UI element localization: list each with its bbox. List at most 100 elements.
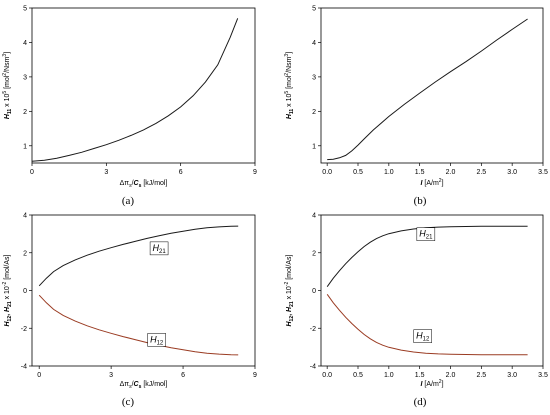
x-label-unit: [A/m	[422, 180, 439, 187]
y-label-sep: ,	[286, 312, 293, 316]
x-tick-label: 0.0	[322, 372, 332, 379]
y-label-sup: 5	[284, 91, 290, 94]
y-tick-label: 0	[23, 288, 27, 295]
y-tick-label: 2	[23, 250, 27, 257]
y-label-unit-b: /Nsm	[4, 56, 11, 73]
y-label-rest: x 10	[4, 286, 11, 301]
x-tick-label: 2.0	[446, 169, 456, 176]
x-label-var: C	[134, 180, 140, 187]
plot-frame	[31, 214, 256, 367]
y-label-sub2: 21	[289, 301, 295, 307]
y-label-var2: H	[286, 306, 293, 312]
annotation-sub: 21	[426, 235, 433, 241]
x-tick-label: 9	[253, 169, 257, 176]
y-label-sup: -2	[2, 282, 8, 287]
y-axis-label: H11 x 105 [mol2/Nsm3]	[2, 52, 13, 119]
x-label-var: I	[420, 180, 423, 187]
annotation-var: H	[416, 331, 423, 341]
y-label-sup: 5	[2, 91, 8, 94]
x-tick-label: 3.5	[538, 372, 548, 379]
x-tick-label: 1.5	[415, 169, 425, 176]
y-label-unit: [mol/As]	[4, 254, 11, 281]
y-axis-label: H12, H21 x 10-2 [mol/As]	[2, 254, 13, 326]
x-label-pre: Δπ	[120, 381, 130, 388]
x-label-sub2: s	[139, 183, 142, 189]
y-tick-label: -2	[21, 326, 27, 333]
panel-caption: (c)	[122, 396, 135, 408]
y-label-unit-sup2: 3	[284, 54, 290, 57]
series-line-2	[38, 294, 239, 356]
panel-caption: (a)	[122, 195, 135, 207]
x-axis-label: I [A/m2]	[420, 178, 443, 187]
y-label-unit-c: ]	[4, 52, 11, 54]
y-tick-label: -2	[310, 326, 316, 333]
x-tick-label: 0.5	[353, 372, 363, 379]
x-tick-label: 1.5	[415, 372, 425, 379]
y-label-unit: [mol	[286, 75, 293, 91]
x-tick-label: 3	[104, 169, 108, 176]
x-axis-label: Δπs/Cs [kJ/mol]	[120, 381, 168, 390]
y-tick-label: 1	[23, 143, 27, 150]
y-axis-label: H12, H21 x 10-2 [mol/As]	[284, 254, 295, 326]
panel-caption: (d)	[414, 396, 427, 408]
y-label-rest: x 10	[286, 94, 293, 109]
y-label-sub: 11	[289, 109, 295, 115]
y-tick-label: 5	[312, 6, 316, 13]
x-tick-label: 3	[109, 372, 113, 379]
series-line-1	[31, 18, 239, 162]
annotation-box	[147, 333, 166, 347]
series-line-1	[38, 225, 239, 287]
x-tick-label: 3.0	[507, 372, 517, 379]
y-tick-label: 5	[23, 6, 27, 13]
panel-caption: (b)	[414, 195, 427, 207]
series-line-1	[326, 225, 528, 287]
x-label-end: ]	[442, 180, 444, 187]
x-tick-label: 9	[253, 372, 257, 379]
y-label-unit-sup: 2	[284, 73, 290, 76]
y-label-sup: -2	[284, 282, 290, 287]
x-tick-label: 2.5	[476, 372, 486, 379]
y-label-sep: ,	[4, 312, 11, 316]
y-label-var: H	[286, 113, 293, 119]
y-tick-label: 2	[23, 109, 27, 116]
y-label-unit: [mol	[4, 75, 11, 91]
x-label-end: ]	[442, 381, 444, 388]
y-label-unit-b: /Nsm	[286, 56, 293, 73]
annotation-sub: 12	[423, 337, 430, 343]
x-label-var: I	[420, 381, 423, 388]
x-label-unit: [A/m	[422, 381, 439, 388]
y-tick-label: -4	[21, 364, 27, 371]
y-label-sub: 12	[289, 316, 295, 322]
x-tick-label: 2.0	[446, 372, 456, 379]
x-axis-label: Δπs/Cs [kJ/mol]	[120, 180, 168, 189]
annotation-var: H	[419, 229, 426, 239]
annotation-sub: 12	[157, 340, 164, 346]
x-label-unit: [kJ/mol]	[141, 381, 167, 388]
annotation-var: H	[150, 334, 157, 344]
y-label-unit-sup2: 3	[2, 54, 8, 57]
y-tick-label: 2	[312, 250, 316, 257]
x-label-var: C	[134, 381, 140, 388]
y-tick-label: 0	[312, 288, 316, 295]
y-label-sub: 11	[7, 109, 13, 115]
series-line-2	[326, 294, 528, 356]
annotation-label: H12	[416, 331, 430, 343]
y-tick-label: -4	[310, 364, 316, 371]
y-label-rest: x 10	[286, 286, 293, 301]
x-label-sub: s	[129, 183, 132, 189]
x-label-pre: Δπ	[120, 180, 130, 187]
y-tick-label: 4	[23, 213, 27, 220]
x-label-sep: /	[132, 381, 134, 388]
x-tick-label: 1.0	[384, 169, 394, 176]
x-tick-label: 2.5	[476, 169, 486, 176]
chart-panel-d: 0.0 0.5 1.0 1.5 2.0 2.5 3.0 3.5-4-2024H21H12H12…	[284, 213, 548, 409]
x-tick-label: 0.0	[322, 169, 332, 176]
annotation-label: H21	[152, 243, 166, 255]
annotation-box	[149, 241, 169, 256]
y-axis-label: H11 x 105 [mol2/Nsm3]	[284, 52, 295, 119]
annotation-box	[416, 227, 436, 241]
y-tick-label: 2	[312, 109, 316, 116]
